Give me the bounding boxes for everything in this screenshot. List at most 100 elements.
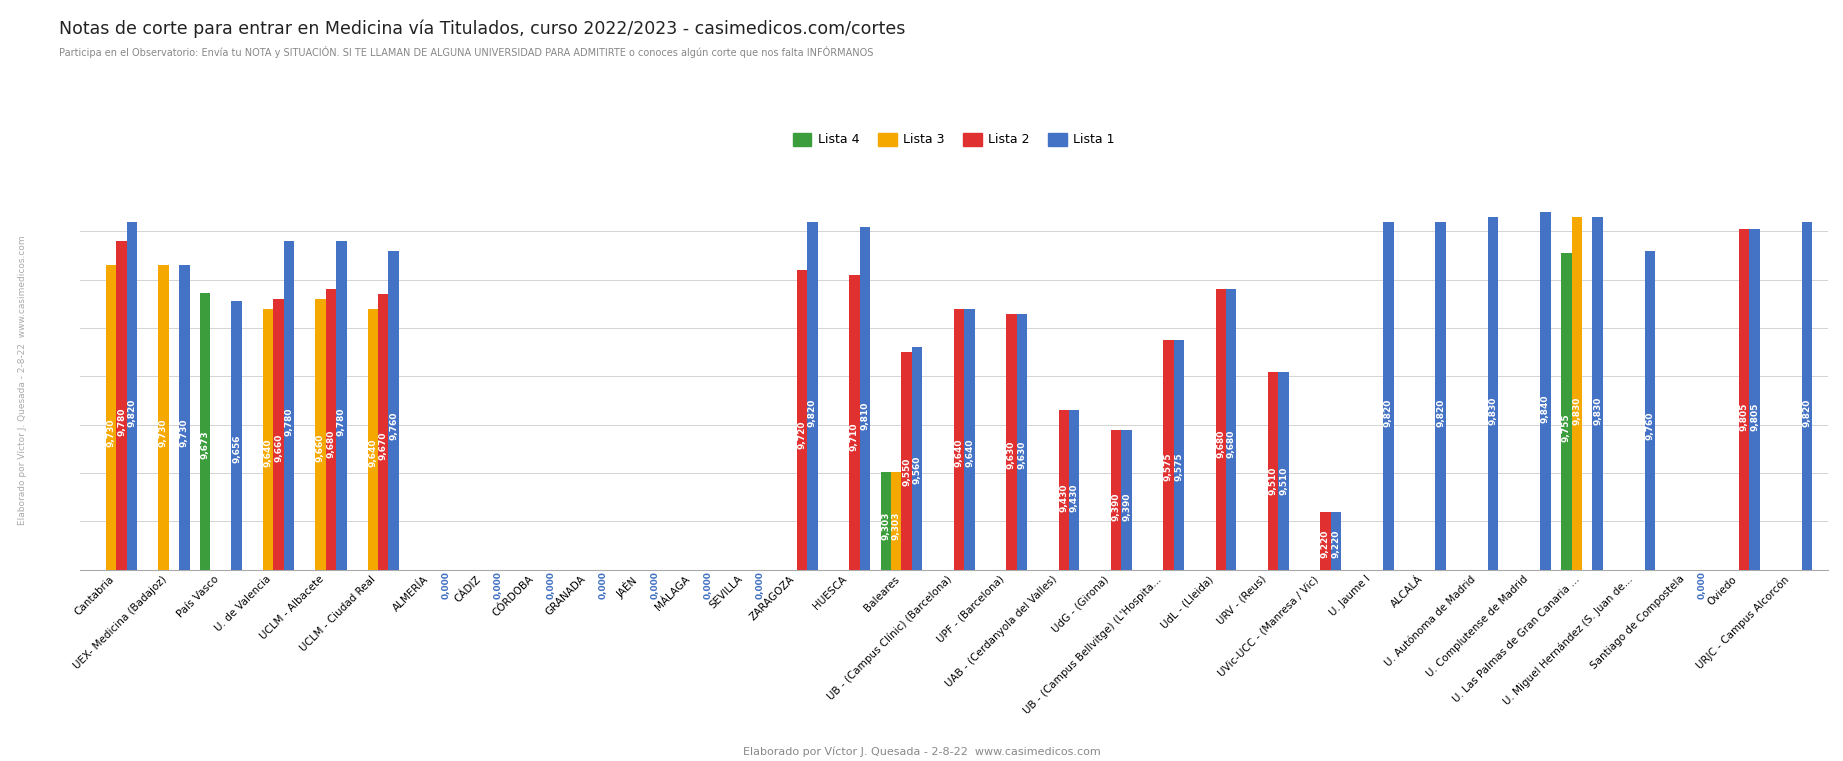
Bar	[796, 270, 807, 570]
Bar	[116, 241, 127, 570]
Bar	[179, 265, 190, 570]
Text: 9,760: 9,760	[389, 412, 398, 441]
Text: 9,640: 9,640	[966, 438, 973, 466]
Bar	[890, 472, 901, 570]
Bar	[326, 289, 335, 570]
Text: 9,805: 9,805	[1751, 403, 1760, 431]
Bar	[1268, 371, 1279, 570]
Bar	[1058, 410, 1069, 570]
Bar	[859, 227, 870, 570]
Text: 9,755: 9,755	[1561, 413, 1570, 441]
Bar	[1216, 289, 1226, 570]
Bar	[1320, 512, 1331, 570]
Text: 9,830: 9,830	[1572, 396, 1581, 425]
Text: 9,575: 9,575	[1174, 452, 1183, 481]
Bar	[378, 295, 389, 570]
Bar	[158, 265, 168, 570]
Text: 0,000: 0,000	[442, 572, 450, 599]
Text: 9,760: 9,760	[1646, 412, 1655, 441]
Text: 9,390: 9,390	[1122, 492, 1132, 521]
Bar	[1749, 229, 1760, 570]
Text: 9,660: 9,660	[315, 434, 324, 462]
Bar	[1740, 229, 1749, 570]
Text: 0,000: 0,000	[546, 572, 555, 599]
Text: 9,820: 9,820	[1802, 399, 1812, 428]
Text: 9,303: 9,303	[892, 511, 901, 540]
Text: 9,430: 9,430	[1069, 484, 1078, 512]
Text: Notas de corte para entrar en Medicina vía Titulados, curso 2022/2023 - casimedi: Notas de corte para entrar en Medicina v…	[59, 19, 905, 37]
Text: 9,710: 9,710	[850, 423, 859, 451]
Text: 9,550: 9,550	[903, 457, 910, 486]
Bar	[264, 309, 273, 570]
Text: 9,640: 9,640	[955, 438, 964, 466]
Text: 9,640: 9,640	[369, 438, 378, 466]
Bar	[1487, 217, 1498, 570]
Bar	[1006, 314, 1017, 570]
Bar	[1561, 253, 1572, 570]
Bar	[1382, 221, 1393, 570]
Bar	[1017, 314, 1027, 570]
Text: 9,640: 9,640	[264, 438, 273, 466]
Bar	[807, 221, 818, 570]
Bar	[201, 293, 210, 570]
Text: 0,000: 0,000	[1697, 572, 1707, 599]
Text: 9,820: 9,820	[1436, 399, 1445, 428]
Text: 9,805: 9,805	[1740, 403, 1749, 431]
Text: 9,780: 9,780	[116, 408, 125, 436]
Text: 9,810: 9,810	[861, 401, 870, 429]
Text: 9,680: 9,680	[1227, 429, 1237, 458]
Bar	[367, 309, 378, 570]
Bar	[1592, 217, 1603, 570]
Bar	[1163, 340, 1174, 570]
Bar	[105, 265, 116, 570]
Text: 0,000: 0,000	[494, 572, 503, 599]
Bar	[1174, 340, 1185, 570]
Text: 9,730: 9,730	[107, 419, 116, 447]
Bar	[389, 250, 398, 570]
Bar	[881, 472, 890, 570]
Bar	[850, 275, 859, 570]
Text: Elaborado por Víctor J. Quesada - 2-8-22  www.casimedicos.com: Elaborado por Víctor J. Quesada - 2-8-22…	[18, 236, 26, 525]
Text: 9,820: 9,820	[1384, 399, 1393, 428]
Bar	[1069, 410, 1080, 570]
Bar	[127, 221, 136, 570]
Text: 9,840: 9,840	[1541, 394, 1550, 423]
Text: 9,820: 9,820	[127, 399, 136, 428]
Bar	[1331, 512, 1342, 570]
Bar	[964, 309, 975, 570]
Text: 9,780: 9,780	[337, 408, 346, 436]
Bar	[901, 352, 912, 570]
Text: 9,630: 9,630	[1006, 441, 1015, 469]
Text: 0,000: 0,000	[756, 572, 765, 599]
Text: 0,000: 0,000	[704, 572, 711, 599]
Bar	[284, 241, 295, 570]
Bar	[1111, 430, 1121, 570]
Text: 9,670: 9,670	[380, 431, 387, 460]
Text: 9,630: 9,630	[1017, 441, 1027, 469]
Text: 9,560: 9,560	[912, 456, 922, 484]
Text: 9,820: 9,820	[807, 399, 816, 428]
Text: 0,000: 0,000	[599, 572, 608, 599]
Bar	[1226, 289, 1237, 570]
Bar	[232, 301, 241, 570]
Text: 9,575: 9,575	[1165, 452, 1172, 481]
Text: 9,660: 9,660	[275, 434, 284, 462]
Text: 9,680: 9,680	[1216, 429, 1226, 458]
Bar	[1541, 212, 1550, 570]
Text: 9,656: 9,656	[232, 435, 241, 463]
Text: 0,000: 0,000	[651, 572, 660, 599]
Text: 9,510: 9,510	[1279, 466, 1288, 495]
Bar	[315, 299, 326, 570]
Bar	[1279, 371, 1288, 570]
Text: 9,673: 9,673	[201, 431, 210, 460]
Text: 9,220: 9,220	[1321, 530, 1331, 558]
Text: 9,830: 9,830	[1489, 396, 1498, 425]
Bar	[1644, 250, 1655, 570]
Text: 9,510: 9,510	[1268, 466, 1277, 495]
Text: 9,220: 9,220	[1331, 530, 1340, 558]
Text: 9,780: 9,780	[284, 408, 293, 436]
Bar	[1436, 221, 1447, 570]
Text: 9,430: 9,430	[1060, 484, 1069, 512]
Bar	[335, 241, 346, 570]
Bar	[955, 309, 964, 570]
